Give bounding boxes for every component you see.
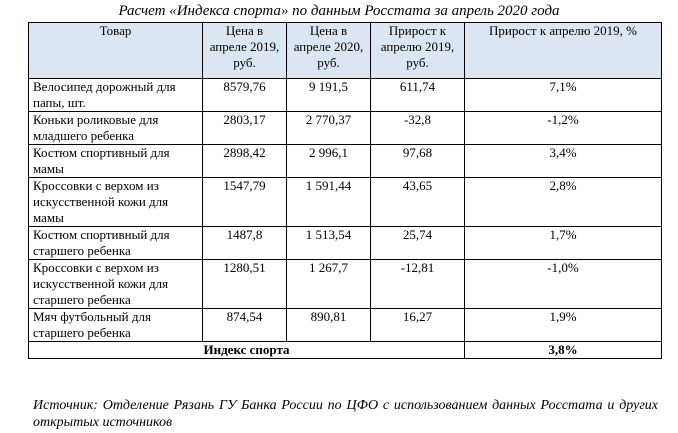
header-row: Товар Цена в апреле 2019, руб. Цена в ап…: [28, 22, 662, 79]
header-increase-pct: Прирост к апрелю 2019, %: [464, 22, 662, 79]
increase-cell: -32,8: [370, 111, 465, 145]
price-2019-cell: 2803,17: [202, 111, 287, 145]
increase-cell: 16,27: [370, 308, 465, 342]
increase-pct-cell: 7,1%: [464, 78, 662, 112]
total-value: 3,8%: [464, 341, 662, 359]
increase-pct-cell: -1,2%: [464, 111, 662, 145]
product-cell: Велосипед дорожный для папы, шт.: [28, 78, 203, 112]
increase-pct-cell: 2,8%: [464, 177, 662, 227]
product-cell: Кроссовки с верхом из искусственной кожи…: [28, 259, 203, 309]
increase-cell: 611,74: [370, 78, 465, 112]
table-row: Велосипед дорожный для папы, шт. 8579,76…: [28, 78, 662, 112]
total-row: Индекс спорта 3,8%: [28, 341, 662, 359]
table-row: Мяч футбольный для старшего ребенка 874,…: [28, 308, 662, 342]
price-2020-cell: 890,81: [286, 308, 371, 342]
price-2020-cell: 2 996,1: [286, 144, 371, 178]
increase-pct-cell: 3,4%: [464, 144, 662, 178]
price-2019-cell: 8579,76: [202, 78, 287, 112]
table-row: Кроссовки с верхом из искусственной кожи…: [28, 177, 662, 227]
increase-cell: -12,81: [370, 259, 465, 309]
total-label: Индекс спорта: [28, 341, 465, 359]
header-product: Товар: [28, 22, 203, 79]
price-2019-cell: 874,54: [202, 308, 287, 342]
price-2019-cell: 1547,79: [202, 177, 287, 227]
header-price-2020: Цена в апреле 2020, руб.: [286, 22, 371, 79]
price-2019-cell: 1280,51: [202, 259, 287, 309]
table-title: Расчет «Индекса спорта» по данным Росста…: [118, 3, 560, 19]
increase-cell: 25,74: [370, 226, 465, 260]
increase-cell: 97,68: [370, 144, 465, 178]
increase-cell: 43,65: [370, 177, 465, 227]
table-row: Коньки роликовые для младшего ребенка 28…: [28, 111, 662, 145]
price-2020-cell: 1 267,7: [286, 259, 371, 309]
source-note: Источник: Отделение Рязань ГУ Банка Росс…: [33, 398, 658, 430]
price-2020-cell: 2 770,37: [286, 111, 371, 145]
increase-pct-cell: 1,7%: [464, 226, 662, 260]
product-cell: Костюм спортивный для старшего ребенка: [28, 226, 203, 260]
product-cell: Коньки роликовые для младшего ребенка: [28, 111, 203, 145]
increase-pct-cell: -1,0%: [464, 259, 662, 309]
increase-pct-cell: 1,9%: [464, 308, 662, 342]
price-2020-cell: 1 591,44: [286, 177, 371, 227]
price-2019-cell: 2898,42: [202, 144, 287, 178]
price-2020-cell: 9 191,5: [286, 78, 371, 112]
header-increase: Прирост к апрелю 2019, руб.: [370, 22, 465, 79]
table-row: Костюм спортивный для старшего ребенка 1…: [28, 226, 662, 260]
table-row: Костюм спортивный для мамы 2898,42 2 996…: [28, 144, 662, 178]
product-cell: Мяч футбольный для старшего ребенка: [28, 308, 203, 342]
product-cell: Кроссовки с верхом из искусственной кожи…: [28, 177, 203, 227]
price-2020-cell: 1 513,54: [286, 226, 371, 260]
product-cell: Костюм спортивный для мамы: [28, 144, 203, 178]
header-price-2019: Цена в апреле 2019, руб.: [202, 22, 287, 79]
sport-index-table: Товар Цена в апреле 2019, руб. Цена в ап…: [28, 22, 662, 359]
table-row: Кроссовки с верхом из искусственной кожи…: [28, 259, 662, 309]
price-2019-cell: 1487,8: [202, 226, 287, 260]
